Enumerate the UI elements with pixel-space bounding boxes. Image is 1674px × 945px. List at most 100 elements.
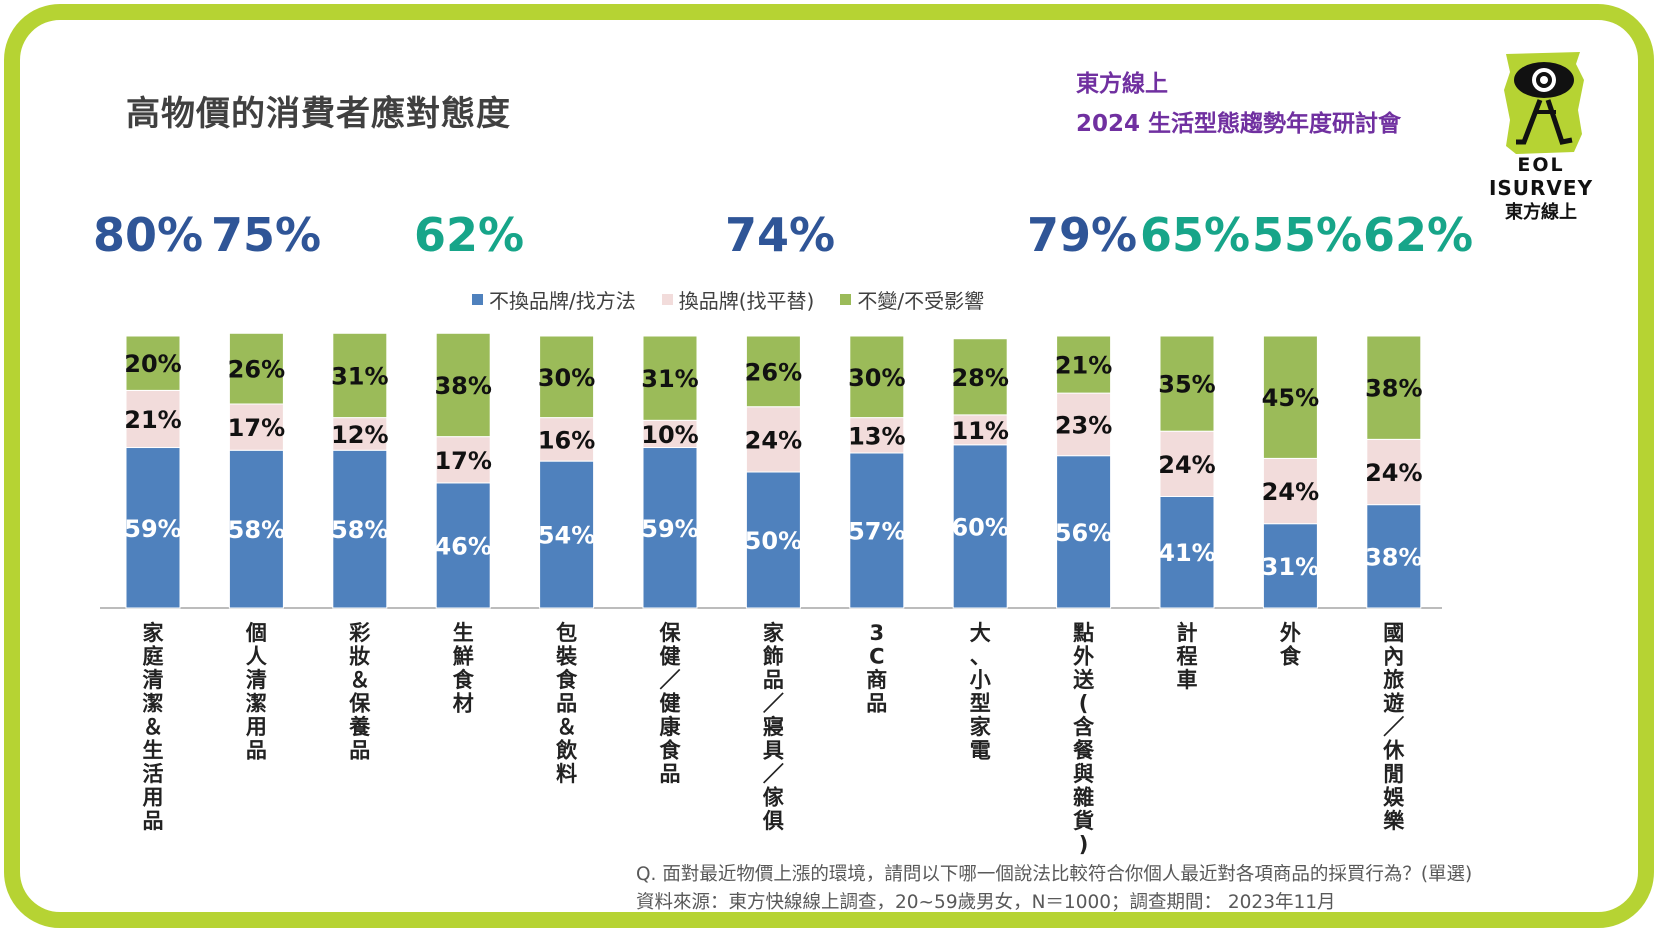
category-label-char: 食 bbox=[660, 739, 682, 763]
bar-segment bbox=[952, 414, 1008, 446]
event-name: 2024 生活型態趨勢年度研討會 bbox=[1076, 111, 1402, 137]
category-label-char: 家 bbox=[143, 621, 165, 645]
bar-segment bbox=[435, 332, 491, 438]
category-label-char: 品 bbox=[866, 692, 887, 716]
bar-segment bbox=[849, 335, 905, 419]
highlight-percentage: 79% bbox=[1027, 208, 1138, 262]
legend-item-switch-brand: 換品牌(找平替) bbox=[661, 285, 814, 314]
data-label: 38% bbox=[434, 372, 491, 400]
category-label-char: 外 bbox=[1073, 645, 1094, 669]
category-label-char: 妝 bbox=[349, 645, 370, 669]
data-label: 21% bbox=[1055, 352, 1112, 380]
category-label-char: ／ bbox=[763, 692, 784, 716]
bar-segment bbox=[1366, 504, 1422, 609]
bar-segment bbox=[952, 444, 1008, 609]
data-label: 31% bbox=[641, 365, 698, 393]
category-label-char: 包 bbox=[556, 621, 577, 645]
bar-segment bbox=[539, 335, 595, 419]
category-label-char: 外 bbox=[1280, 621, 1301, 645]
category-label-char: 清 bbox=[143, 668, 164, 692]
bar-segment bbox=[228, 403, 284, 451]
category-label-char: 彩 bbox=[348, 621, 370, 645]
eye-figure-logo-icon bbox=[1504, 52, 1584, 154]
data-label: 30% bbox=[848, 364, 905, 392]
data-label: 13% bbox=[848, 422, 905, 450]
bar-segment bbox=[332, 449, 388, 609]
category-label-char: 與 bbox=[1073, 762, 1094, 786]
legend-swatch-switch-brand bbox=[661, 293, 673, 305]
category-label-char: 食 bbox=[556, 668, 578, 692]
data-label: 21% bbox=[124, 406, 181, 434]
bar-segment bbox=[642, 419, 698, 449]
bar-segment bbox=[745, 471, 801, 609]
data-label: 46% bbox=[434, 532, 491, 560]
data-label: 10% bbox=[641, 421, 698, 449]
data-label: 16% bbox=[538, 426, 595, 454]
highlight-percentage: 80% bbox=[93, 208, 204, 262]
category-label-char: 3 bbox=[869, 621, 884, 645]
category-label-char: 程 bbox=[1177, 645, 1198, 669]
category-label-char: 休 bbox=[1382, 739, 1405, 763]
bar-segment bbox=[125, 335, 181, 391]
category-label-char: 內 bbox=[1383, 645, 1404, 669]
bar-segment bbox=[332, 332, 388, 419]
category-label-char: 大 bbox=[970, 621, 991, 645]
bar-segment bbox=[1056, 392, 1112, 457]
page-title: 高物價的消費者應對態度 bbox=[126, 94, 511, 134]
data-label: 30% bbox=[538, 364, 595, 392]
data-label: 28% bbox=[951, 364, 1008, 392]
category-label-char: ／ bbox=[660, 668, 681, 692]
bar-segment bbox=[332, 417, 388, 451]
data-label: 23% bbox=[1055, 411, 1112, 439]
category-label-char: 品 bbox=[143, 809, 164, 833]
data-label: 24% bbox=[1365, 459, 1422, 487]
data-label: 54% bbox=[538, 522, 595, 550]
data-label: 58% bbox=[228, 516, 285, 544]
data-label: 17% bbox=[228, 414, 285, 442]
data-label: 26% bbox=[745, 358, 802, 386]
data-label: 11% bbox=[951, 417, 1008, 445]
category-label-char: 品 bbox=[246, 739, 267, 763]
category-label-char: 鮮 bbox=[453, 645, 474, 669]
chart-legend: 不換品牌/找方法 換品牌(找平替) 不變/不受影響 bbox=[472, 285, 1010, 314]
category-label-char: 含 bbox=[1073, 715, 1095, 739]
highlight-percentage: 74% bbox=[725, 208, 836, 262]
category-label-char: 品 bbox=[660, 762, 681, 786]
data-label: 56% bbox=[1055, 519, 1112, 547]
category-label-char: 潔 bbox=[246, 692, 267, 716]
category-label-char: 家 bbox=[970, 715, 992, 739]
highlight-percentage: 75% bbox=[211, 208, 322, 262]
logo-text-chinese: 東方線上 bbox=[1505, 202, 1577, 223]
bar-segment bbox=[228, 332, 284, 405]
category-label-char: 活 bbox=[143, 762, 164, 786]
bar-segment bbox=[435, 482, 491, 609]
category-label-char: 寢 bbox=[763, 715, 784, 739]
category-label-char: 娛 bbox=[1382, 786, 1404, 810]
category-label-char: 樂 bbox=[1383, 809, 1405, 833]
bar-segment bbox=[125, 447, 181, 609]
category-label-char: ＆ bbox=[556, 715, 577, 739]
category-label-char: 型 bbox=[970, 692, 991, 716]
bar-segment bbox=[435, 436, 491, 484]
bar-segment bbox=[1159, 335, 1215, 432]
bar-segment bbox=[642, 335, 698, 421]
category-label-char: 俱 bbox=[762, 809, 784, 833]
category-label-char: ) bbox=[1079, 833, 1089, 857]
legend-item-unchanged: 不變/不受影響 bbox=[840, 285, 984, 314]
data-label: 17% bbox=[434, 447, 491, 475]
bar-segment bbox=[1366, 335, 1422, 440]
category-label-char: 生 bbox=[453, 621, 474, 645]
legend-label-unchanged: 不變/不受影響 bbox=[857, 288, 985, 313]
category-label-char: 食 bbox=[453, 668, 475, 692]
category-label-char: 人 bbox=[246, 645, 267, 669]
highlight-percentage: 65% bbox=[1140, 208, 1251, 262]
bar-segment bbox=[1056, 335, 1112, 394]
category-label-char: 閒 bbox=[1383, 762, 1404, 786]
category-label-char: 生 bbox=[143, 739, 164, 763]
bar-segment bbox=[1366, 438, 1422, 506]
category-label-char: 庭 bbox=[143, 645, 164, 669]
data-label: 38% bbox=[1365, 543, 1422, 571]
category-label-char: 旅 bbox=[1383, 668, 1404, 692]
bar-segment bbox=[1056, 455, 1112, 609]
category-label-char: 具 bbox=[763, 739, 784, 763]
